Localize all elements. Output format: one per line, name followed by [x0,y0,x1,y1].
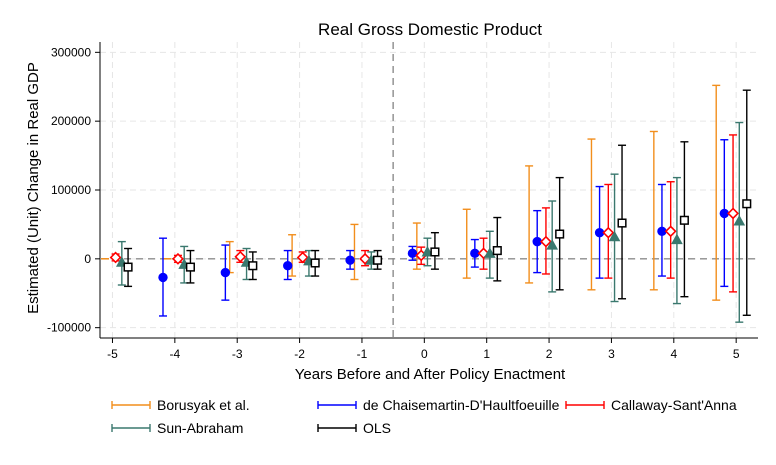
y-tick-label: 300000 [51,45,91,59]
y-axis-title: Estimated (Unit) Change in Real GDP [25,62,42,314]
legend-label: Borusyak et al. [157,397,250,413]
point-estimate [109,251,122,264]
x-tick-label: 0 [421,347,428,361]
legend-item: de Chaisemartin-D'Haultfoeuille [317,397,560,413]
legend-item: Borusyak et al. [111,397,250,413]
point-estimate [742,199,752,209]
point-estimate [608,230,621,242]
point-estimate [172,252,184,265]
x-tick-label: 1 [483,347,490,361]
point-estimate [671,233,683,245]
point-estimate [123,262,133,272]
y-tick-label: 0 [84,252,91,266]
x-tick-label: -4 [170,347,181,361]
point-estimate [477,247,490,260]
x-tick-label: -2 [294,347,305,361]
legend-label: de Chaisemartin-D'Haultfoeuille [363,397,560,413]
x-tick-label: 3 [608,347,615,361]
y-tick-label: -100000 [47,321,91,335]
point-estimate [727,207,739,220]
legend-item: Callaway-Sant'Anna [565,397,737,413]
point-estimate [540,235,552,248]
series-callaway-sant-anna [109,134,739,293]
point-estimate [546,239,559,250]
point-estimate [234,250,247,263]
series-ols [123,89,752,316]
legend-item: Sun-Abraham [111,420,243,436]
legend: Borusyak et al. de Chaisemartin-D'Haultfo… [111,397,737,436]
point-estimate [185,262,195,272]
point-estimate [372,255,383,265]
legend-label: Callaway-Sant'Anna [611,397,737,413]
x-tick-label: -3 [232,347,243,361]
x-tick-label: -1 [357,347,368,361]
point-estimate [407,248,418,259]
point-estimate [617,218,627,228]
plot-area: -100000 0 100000 200000 300000 -5 -4 -3 -2 -1 0 1 2 3… [47,42,758,361]
x-tick-label: 5 [733,347,740,361]
series-borusyak-et-al- [100,84,721,301]
point-estimate [283,261,293,271]
point-estimate [602,226,615,239]
y-tick-label: 200000 [51,114,91,128]
point-estimate [679,215,689,225]
x-axis-title: Years Before and After Policy Enactment [295,366,566,383]
point-estimate [421,245,434,257]
legend-item: OLS [317,420,391,436]
point-estimate [492,246,502,256]
point-estimate [220,267,231,278]
series-de-chaisemartin-d-haultfoeuille [158,139,730,317]
point-estimate [430,247,440,257]
y-tick-label: 100000 [51,183,91,197]
x-tick-label: -5 [107,347,118,361]
point-estimate [248,261,258,271]
chart-title: Real Gross Domestic Product [318,20,542,39]
x-tick-label: 2 [546,347,553,361]
point-estimate [483,247,496,258]
point-estimate [345,255,355,265]
point-estimate [359,252,372,265]
x-tick-label: 4 [670,347,677,361]
point-estimate [296,251,309,264]
point-estimate [310,258,320,268]
point-estimate [733,214,746,226]
point-estimate [158,272,168,283]
point-estimate [664,225,677,238]
legend-label: Sun-Abraham [157,420,243,436]
point-estimate [555,229,565,239]
legend-label: OLS [363,420,391,436]
